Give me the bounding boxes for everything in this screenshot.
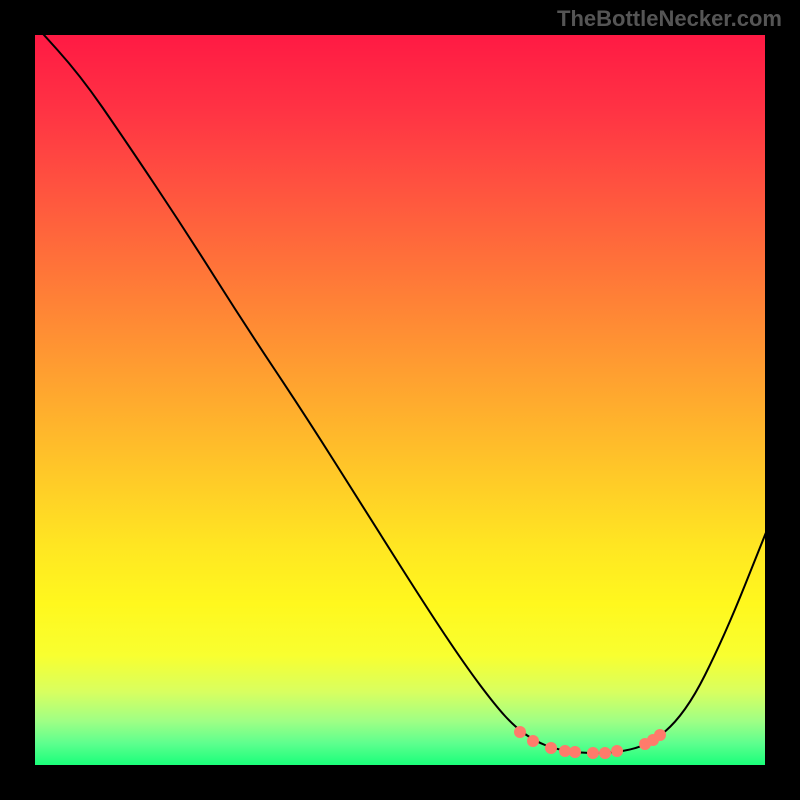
- curve-marker: [587, 747, 599, 759]
- curve-marker: [514, 726, 526, 738]
- curve-marker: [654, 729, 666, 741]
- chart-plot-area: [35, 35, 765, 765]
- curve-marker: [599, 747, 611, 759]
- marker-group: [514, 726, 666, 759]
- curve-marker: [611, 745, 623, 757]
- watermark-text: TheBottleNecker.com: [557, 6, 782, 32]
- curve-marker: [545, 742, 557, 754]
- chart-curve-layer: [35, 35, 765, 765]
- curve-marker: [527, 735, 539, 747]
- curve-marker: [569, 746, 581, 758]
- bottleneck-curve: [35, 35, 765, 753]
